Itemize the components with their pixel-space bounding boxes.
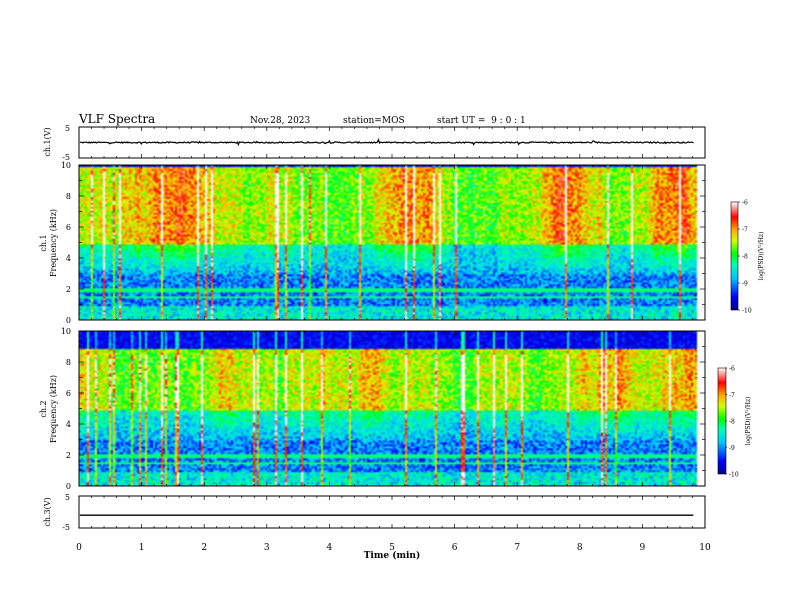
x-tick-3: 3 — [264, 543, 270, 553]
ch1-ytick-bottom: -5 — [62, 153, 70, 162]
colorbar-tick-label: -10 — [729, 472, 739, 479]
colorbar-tick-label: -7 — [729, 392, 735, 399]
colorbar-tick-label: -6 — [729, 366, 735, 373]
freq-tick-label: 8 — [66, 192, 71, 201]
ch1-colorbar-gradient — [730, 201, 739, 311]
ch1-spectrogram-yticks: 0 2 4 6 8 10 — [61, 161, 705, 325]
ch2-spectrogram-ylabel-channel: ch.2 — [39, 400, 48, 417]
ch2-spectrogram-panel: 0 2 4 6 8 10 ch.2 Frequency (kHz) — [39, 327, 706, 491]
ch1-spectrogram-panel: 0 2 4 6 8 10 ch.1 Frequency (kHz) — [39, 161, 706, 325]
ch1-colorbar-ticks: -6 -7 -8 -9 -10 — [738, 200, 752, 315]
x-tick-10: 10 — [699, 543, 711, 553]
ch3-ytick-bottom: -5 — [62, 523, 70, 532]
ch1-spectrogram-xticks — [78, 165, 706, 320]
date-label: Nov.28, 2023 — [250, 116, 311, 126]
freq-tick-label: 2 — [66, 451, 71, 460]
colorbar-tick-label: -9 — [742, 281, 748, 288]
ch1-ytick-top: 5 — [65, 124, 70, 133]
ch1-spectrogram-ylabel-frequency: Frequency (kHz) — [49, 209, 58, 277]
ch2-colorbar-gradient — [717, 367, 727, 475]
colorbar-tick-label: -9 — [729, 445, 735, 452]
ch1-colorbar-label: log(PSD)(V²/Hz) — [758, 232, 765, 281]
x-tick-5: 5 — [389, 543, 395, 553]
ch3-waveform-panel: 5 -5 ch.3(V) — [43, 493, 706, 532]
freq-tick-label: 8 — [66, 358, 71, 367]
freq-tick-label: 0 — [66, 316, 71, 325]
ch2-spectrogram-xticks — [78, 331, 706, 486]
freq-tick-label: 0 — [66, 482, 71, 491]
x-tick-6: 6 — [452, 543, 458, 553]
x-tick-8: 8 — [577, 543, 583, 553]
ch3-waveform-frame — [78, 495, 706, 529]
ch1-colorbar: -6 -7 -8 -9 -10 log(PSD)(V²/Hz) — [730, 200, 765, 315]
freq-tick-label: 4 — [66, 420, 71, 429]
ch3-ytick-top: 5 — [65, 493, 70, 502]
x-tick-4: 4 — [327, 543, 333, 553]
freq-tick-label: 10 — [61, 161, 71, 170]
start-time-label: start UT = 9 : 0 : 1 — [437, 116, 526, 126]
station-label: station=MOS — [343, 116, 405, 126]
ch1-waveform-trace — [79, 138, 694, 147]
freq-tick-label: 2 — [66, 285, 71, 294]
ch1-waveform-panel: 5 -5 ch.1(V) — [43, 124, 706, 162]
figure-title: VLF Spectra — [78, 112, 155, 126]
colorbar-tick-label: -7 — [742, 227, 748, 234]
freq-tick-label: 4 — [66, 254, 71, 263]
ch1-waveform-ylabel: ch.1(V) — [43, 127, 52, 156]
x-tick-7: 7 — [514, 543, 520, 553]
ch2-colorbar-ticks: -6 -7 -8 -9 -10 — [725, 366, 739, 479]
ch2-spectrogram-yticks: 0 2 4 6 8 10 — [61, 327, 705, 491]
x-tick-9: 9 — [640, 543, 646, 553]
x-axis-label: Time (min) — [364, 550, 421, 561]
ch1-spectrogram-ylabel-channel: ch.1 — [39, 234, 48, 251]
ch3-waveform-xticks — [78, 496, 706, 528]
ch2-colorbar-label: log(PSD)(V²/Hz) — [745, 397, 752, 446]
colorbar-tick-label: -10 — [742, 308, 752, 315]
x-tick-2: 2 — [201, 543, 207, 553]
x-tick-0: 0 — [76, 543, 82, 553]
ch1-waveform-xticks — [78, 127, 706, 158]
freq-tick-label: 6 — [66, 389, 71, 398]
ch2-colorbar: -6 -7 -8 -9 -10 log(PSD)(V²/Hz) — [717, 366, 752, 479]
ch2-spectrogram-ylabel-frequency: Frequency (kHz) — [49, 375, 58, 443]
ch3-waveform-ylabel: ch.3(V) — [43, 497, 52, 526]
ch1-spectrogram-image — [79, 165, 705, 320]
colorbar-tick-label: -8 — [742, 254, 748, 261]
colorbar-tick-label: -8 — [729, 419, 735, 426]
freq-tick-label: 6 — [66, 223, 71, 232]
freq-tick-label: 10 — [61, 327, 71, 336]
ch2-spectrogram-image — [79, 331, 705, 486]
x-tick-1: 1 — [139, 543, 145, 553]
colorbar-tick-label: -6 — [742, 200, 748, 207]
